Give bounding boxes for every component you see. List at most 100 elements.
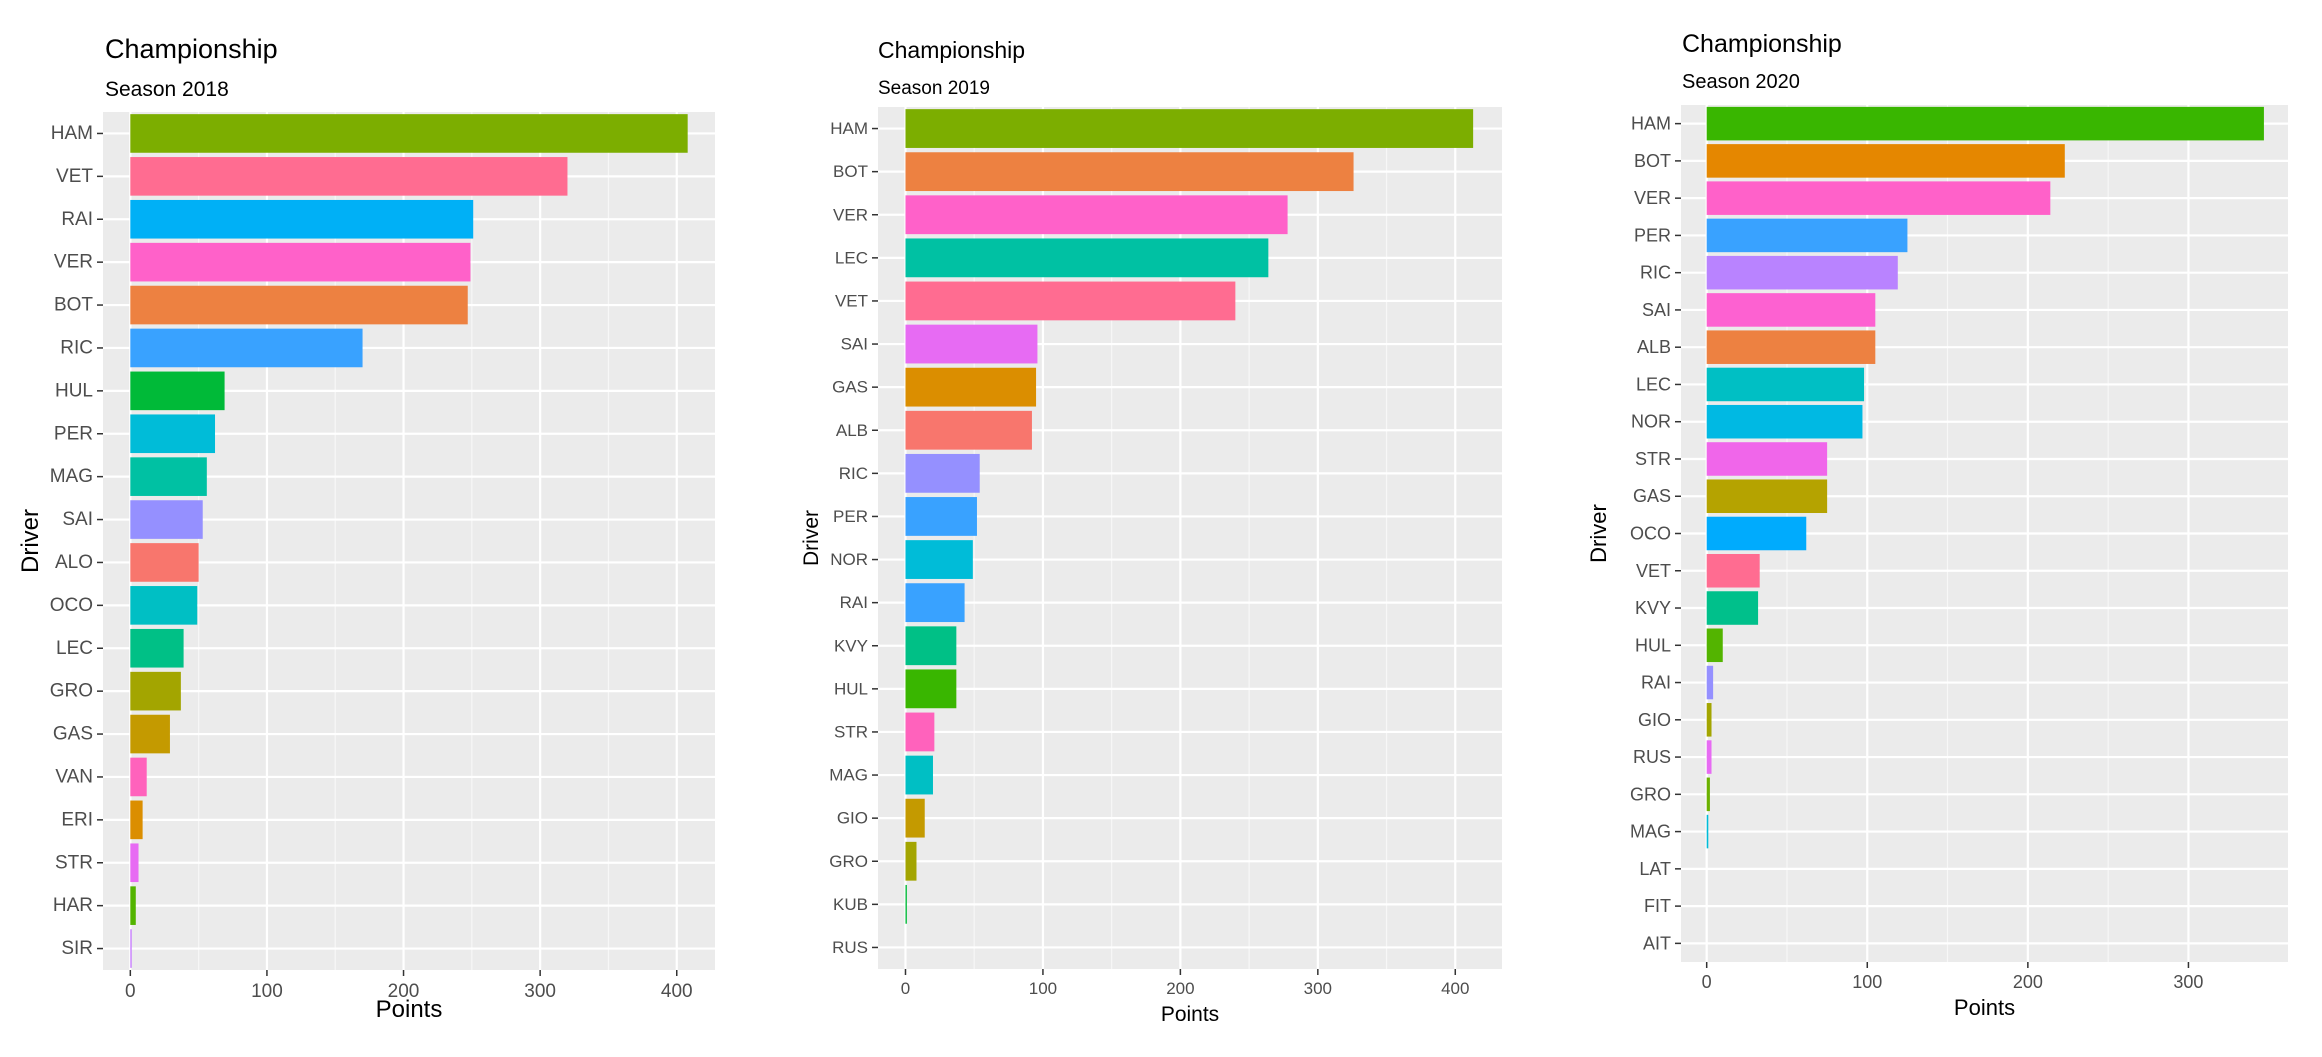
bar-gio	[1706, 703, 1712, 737]
chart-title: Championship	[105, 34, 278, 64]
x-tick-label: 0	[125, 981, 136, 1002]
bar-mag	[1706, 814, 1709, 849]
y-tick-label: LEC	[1636, 374, 1671, 394]
y-tick-label: RIC	[60, 337, 93, 358]
bar-kub	[905, 884, 907, 924]
bar-vet	[905, 281, 1236, 321]
y-tick-label: SAI	[841, 335, 868, 354]
y-tick-label: OCO	[1630, 524, 1671, 544]
y-tick-label: FIT	[1644, 896, 1671, 916]
y-tick-label: ALB	[1637, 337, 1671, 357]
bar-bot	[1706, 144, 2065, 178]
y-tick-label: HUL	[55, 380, 93, 401]
y-tick-label: PER	[54, 423, 93, 444]
x-axis-title: Points	[1954, 995, 2015, 1020]
plot-background	[878, 107, 1502, 969]
y-tick-label: HUL	[1635, 635, 1671, 655]
y-tick-label: RIC	[1640, 263, 1671, 283]
bar-ham	[905, 109, 1474, 148]
bar-oco	[130, 586, 198, 625]
y-tick-label: LAT	[1639, 859, 1671, 879]
bar-eri	[130, 800, 143, 840]
x-tick-label: 300	[1304, 979, 1332, 998]
y-tick-label: NOR	[830, 550, 868, 569]
x-tick-label: 300	[2173, 972, 2203, 992]
x-tick-label: 0	[901, 979, 910, 998]
bar-gro	[1706, 777, 1710, 812]
y-tick-label: VER	[1634, 188, 1671, 208]
bar-har	[130, 886, 136, 925]
bar-lec	[1706, 367, 1865, 402]
y-tick-label: MAG	[1630, 822, 1671, 842]
y-axis-title: Driver	[17, 509, 44, 573]
y-tick-label: GRO	[50, 681, 93, 702]
y-tick-label: OCO	[50, 595, 93, 616]
bar-lec	[905, 238, 1269, 278]
x-tick-label: 400	[1441, 979, 1469, 998]
chart-panel-2020: Championship Season 2020 HAM BOT VER PER RIC SA…	[1560, 0, 2322, 1057]
bar-mag	[130, 457, 207, 496]
chart-2020: Championship Season 2020 HAM BOT VER PER RIC SA…	[1586, 30, 2288, 1020]
chart-subtitle: Season 2019	[878, 78, 990, 99]
bar-nor	[905, 540, 973, 579]
bar-rai	[905, 583, 965, 623]
bar-str	[130, 843, 139, 883]
bar-vet	[1706, 553, 1760, 588]
chart-title: Championship	[1682, 30, 1842, 58]
y-tick-label: RAI	[1641, 673, 1671, 693]
x-tick-label: 100	[1029, 979, 1057, 998]
y-tick-label: BOT	[1634, 151, 1671, 171]
y-tick-label: RAI	[61, 209, 93, 230]
bar-rai	[1706, 665, 1714, 700]
y-tick-label: PER	[833, 507, 868, 526]
x-tick-label: 200	[388, 981, 420, 1002]
bar-nor	[1706, 404, 1863, 439]
x-tick-label: 300	[524, 981, 556, 1002]
bar-mag	[905, 755, 933, 795]
y-tick-label: ERI	[61, 809, 93, 830]
bar-per	[905, 497, 977, 536]
y-tick-label: MAG	[829, 766, 868, 785]
y-tick-label: KVY	[834, 636, 868, 655]
y-tick-label: RAI	[840, 593, 868, 612]
y-tick-label: LEC	[56, 638, 93, 659]
bar-alb	[905, 410, 1032, 450]
bar-sai	[1706, 293, 1876, 327]
y-tick-label: BOT	[54, 295, 93, 316]
y-tick-label: LEC	[835, 248, 868, 267]
y-tick-label: STR	[834, 722, 868, 741]
chart-panel-2019: Championship Season 2019 HAM BOT VER LEC VET SA…	[780, 0, 1540, 1057]
bar-hul	[905, 669, 957, 709]
bar-oco	[1706, 516, 1807, 551]
bar-hul	[130, 371, 225, 411]
bar-gas	[905, 367, 1037, 407]
y-tick-label: KUB	[833, 895, 868, 914]
x-tick-label: 100	[251, 981, 283, 1002]
y-tick-label: ALB	[836, 421, 868, 440]
y-tick-label: GRO	[1630, 784, 1671, 804]
y-tick-label: GAS	[1633, 486, 1671, 506]
bar-ver	[1706, 181, 2051, 215]
y-tick-label: HAM	[51, 123, 93, 144]
y-tick-label: VER	[833, 205, 868, 224]
bar-alb	[1706, 330, 1876, 364]
y-tick-label: HAR	[53, 895, 93, 916]
x-axis-title: Points	[376, 996, 443, 1023]
y-tick-label: HUL	[834, 679, 868, 698]
y-tick-label: AIT	[1643, 933, 1671, 953]
bar-gas	[130, 714, 170, 754]
y-tick-label: RUS	[832, 938, 868, 957]
bar-per	[1706, 218, 1908, 253]
y-tick-label: VER	[54, 252, 93, 273]
bar-gro	[905, 841, 917, 881]
y-tick-label: GRO	[829, 852, 868, 871]
bar-ric	[1706, 255, 1898, 290]
bar-ric	[905, 453, 980, 493]
y-tick-label: HAM	[1631, 114, 1671, 134]
bar-per	[130, 414, 216, 454]
bar-sai	[130, 500, 203, 539]
y-tick-label: SAI	[1642, 300, 1671, 320]
bar-bot	[905, 152, 1354, 192]
x-tick-label: 200	[2013, 972, 2043, 992]
bar-str	[905, 712, 935, 752]
